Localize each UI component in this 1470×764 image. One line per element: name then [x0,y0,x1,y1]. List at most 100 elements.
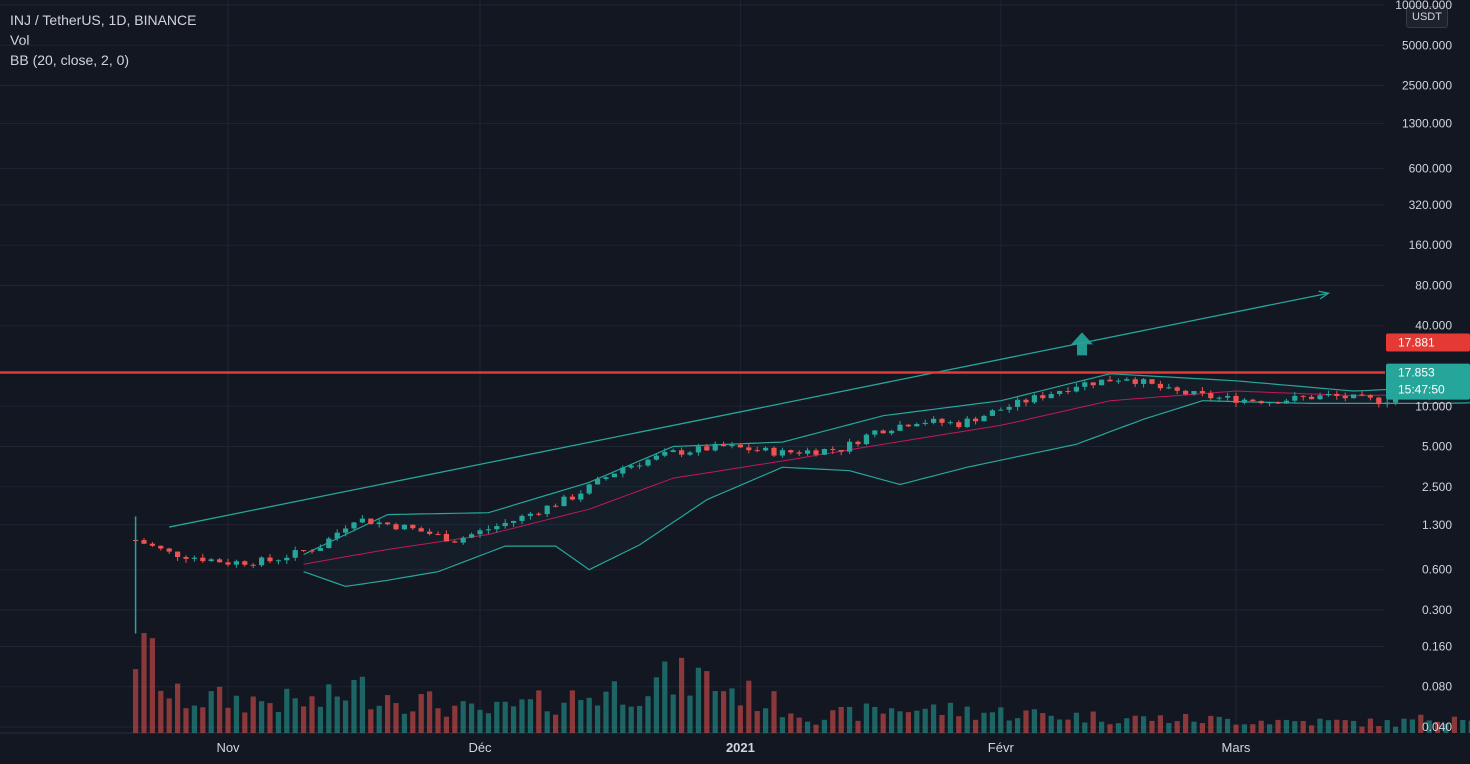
candle-body [1082,382,1088,387]
volume-bar [1216,716,1222,733]
candle-body [1099,379,1105,386]
volume-bar [1275,719,1281,733]
candle-body [452,541,458,543]
volume-bar [1468,720,1470,733]
candle-body [1031,395,1037,403]
volume-bar [393,703,399,733]
candle-body [1233,395,1239,403]
candle-body [1216,397,1222,399]
volume-bar [1334,719,1340,733]
candle-body [704,446,710,451]
candle-body [469,534,475,538]
volume-bar [746,680,752,733]
candle-body [1309,396,1315,400]
candle-body [359,518,365,523]
volume-bar [1325,720,1331,733]
volume-bar [805,721,811,733]
volume-bar [1300,721,1306,733]
candle-body [1132,379,1138,384]
candle-body [1325,393,1331,396]
candle-body [225,562,231,565]
candle-body [485,529,491,531]
volume-bar [334,696,340,733]
volume-bar [149,638,155,733]
volume-bar [788,713,794,733]
price-tick-label: 0.300 [1422,603,1452,617]
candle-body [1107,379,1113,382]
volume-bar [1401,718,1407,733]
candle-body [1149,379,1155,384]
time-tick-label: Mars [1222,740,1251,755]
candle-body [889,430,895,434]
drawing-overlays[interactable] [0,290,1470,703]
candle-body [1334,393,1340,396]
volume-bar [301,706,307,733]
volume-bar [947,702,953,733]
candle-body [1040,395,1046,399]
currency-selector[interactable]: USDT [1406,6,1448,28]
volume-bar [645,696,651,733]
volume-bar [469,703,475,733]
volume-bar [343,700,349,733]
price-tick-label: 1.300 [1422,518,1452,532]
candle-body [267,557,273,562]
candle-body [435,533,441,535]
volume-bar [1115,723,1121,733]
volume-bar [1393,726,1399,733]
volume-bar [905,712,911,733]
candle-body [427,531,433,534]
candle-body [191,557,197,559]
volume-bar [1082,722,1088,733]
candle-body [376,522,382,525]
volume-bar [141,633,147,733]
candle-body [880,430,886,434]
volume-bar [611,681,617,733]
time-tick-label: Déc [468,740,492,755]
volume-bar [1099,721,1105,733]
candle-body [511,520,517,523]
candle-body [947,422,953,424]
volume-bar [1309,725,1315,733]
bollinger-indicator-label[interactable]: BB (20, close, 2, 0) [10,52,130,68]
price-axis[interactable]: 10000.000 5000.000 2500.000 1300.000 600.000… [1386,0,1470,734]
volume-bar [1233,724,1239,733]
volume-bar [729,688,735,733]
time-axis[interactable]: NovDéc2021FévrMarsAvrMaiJuinJuill [216,740,1470,755]
candle-body [309,550,315,552]
candle-body [183,557,189,559]
candle-body [1317,395,1323,400]
candle-body [1241,399,1247,403]
candle-body [351,522,357,529]
candle-body [1300,395,1306,397]
candle-body [595,478,601,485]
volume-bar [821,719,827,733]
candle-body [586,484,592,494]
candle-body [964,418,970,428]
candle-body [527,513,533,516]
candle-body [1124,379,1130,381]
candle-body [805,450,811,454]
volume-bar [939,715,945,733]
candle-body [175,551,181,558]
volume-bar [973,719,979,733]
volume-bar [191,705,197,733]
volume-bar [771,691,777,733]
volume-bar [1023,710,1029,733]
candle-body [1283,400,1289,404]
volume-bar [1015,718,1021,733]
volume-bar [838,706,844,733]
symbol-title[interactable]: INJ / TetherUS, 1D, BINANCE [10,12,197,28]
candle-body [1090,382,1096,386]
bar-countdown-label: 15:47:50 [1398,383,1445,397]
volume-indicator-label[interactable]: Vol [10,32,30,48]
volume-bar [889,708,895,733]
candle-body [569,496,575,500]
candle-body [1023,399,1029,403]
volume-bar [1073,712,1079,733]
candle-body [628,465,634,468]
volume-bar [813,724,819,733]
volume-bar [158,690,164,733]
volume-bar [175,683,181,733]
volume-bar [1191,721,1197,733]
